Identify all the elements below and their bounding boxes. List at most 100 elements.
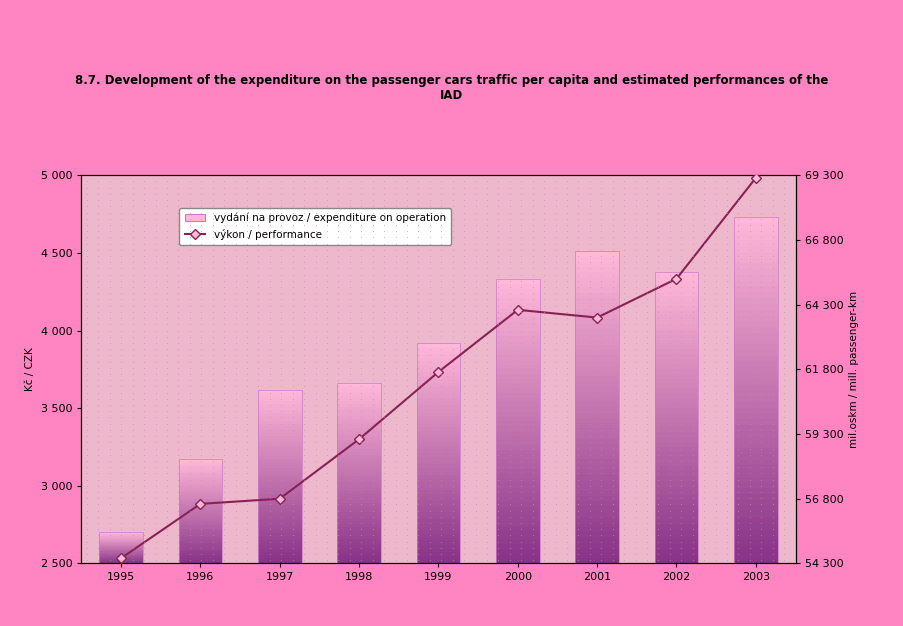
Point (548, 475, 563, 485)
Point (148, 536, 163, 546)
Point (285, 425, 300, 435)
Point (239, 270, 254, 280)
Point (525, 387, 539, 398)
Point (548, 431, 563, 441)
Bar (416, 357, 460, 361)
Point (628, 500, 642, 510)
Point (605, 481, 619, 491)
Point (103, 313, 117, 323)
Point (741, 189, 756, 199)
Point (285, 512, 300, 522)
Point (239, 344, 254, 354)
Bar (337, 510, 380, 512)
Point (308, 202, 322, 212)
Point (559, 326, 573, 336)
Point (411, 257, 425, 267)
Point (456, 443, 470, 453)
Point (616, 338, 630, 348)
Bar (733, 448, 777, 454)
Point (662, 443, 676, 453)
Bar (654, 495, 697, 500)
Point (423, 270, 437, 280)
Point (194, 493, 209, 503)
Point (445, 438, 460, 448)
Bar (733, 540, 777, 546)
Point (525, 264, 539, 274)
Point (411, 282, 425, 292)
Bar (337, 383, 380, 386)
Point (776, 264, 790, 274)
Bar (496, 521, 539, 525)
Point (514, 202, 528, 212)
Point (205, 363, 219, 373)
Point (114, 449, 128, 459)
Point (719, 264, 733, 274)
Point (616, 282, 630, 292)
Point (741, 493, 756, 503)
Point (285, 443, 300, 453)
Point (148, 208, 163, 218)
Point (628, 468, 642, 478)
Bar (179, 510, 222, 511)
Point (650, 413, 665, 423)
Point (593, 387, 608, 398)
Point (354, 481, 368, 491)
Point (662, 307, 676, 317)
Point (708, 177, 722, 187)
Point (217, 549, 231, 559)
Point (365, 294, 379, 304)
Point (342, 487, 357, 497)
Bar (496, 327, 539, 331)
Bar (654, 486, 697, 490)
Point (103, 344, 117, 354)
Bar (574, 511, 619, 516)
Point (365, 456, 379, 466)
Point (548, 462, 563, 472)
Point (582, 245, 596, 255)
Point (354, 251, 368, 261)
Point (91, 487, 106, 497)
Point (559, 400, 573, 410)
Point (274, 413, 288, 423)
Bar (416, 534, 460, 538)
Point (696, 506, 711, 516)
Point (285, 518, 300, 528)
Point (182, 282, 197, 292)
Point (228, 406, 243, 416)
Bar (574, 387, 619, 392)
Point (205, 307, 219, 317)
Point (263, 381, 277, 391)
Point (674, 419, 688, 429)
Point (217, 208, 231, 218)
Point (571, 500, 585, 510)
Point (411, 375, 425, 385)
Point (114, 468, 128, 478)
Point (479, 425, 494, 435)
Point (126, 363, 140, 373)
Point (251, 239, 265, 249)
Point (228, 300, 243, 310)
Point (239, 294, 254, 304)
Point (582, 332, 596, 342)
Point (684, 369, 699, 379)
Point (148, 183, 163, 193)
Point (639, 189, 654, 199)
Point (490, 226, 505, 236)
Point (239, 326, 254, 336)
Bar (257, 558, 302, 560)
Point (388, 468, 403, 478)
Point (308, 375, 322, 385)
Point (239, 536, 254, 546)
Point (377, 332, 391, 342)
Bar (733, 304, 777, 309)
Point (274, 449, 288, 459)
Point (582, 506, 596, 516)
Point (217, 413, 231, 423)
Point (411, 326, 425, 336)
Bar (654, 476, 697, 481)
Point (205, 213, 219, 223)
Point (468, 307, 482, 317)
Point (571, 239, 585, 249)
Bar (733, 292, 777, 298)
Point (160, 549, 174, 559)
